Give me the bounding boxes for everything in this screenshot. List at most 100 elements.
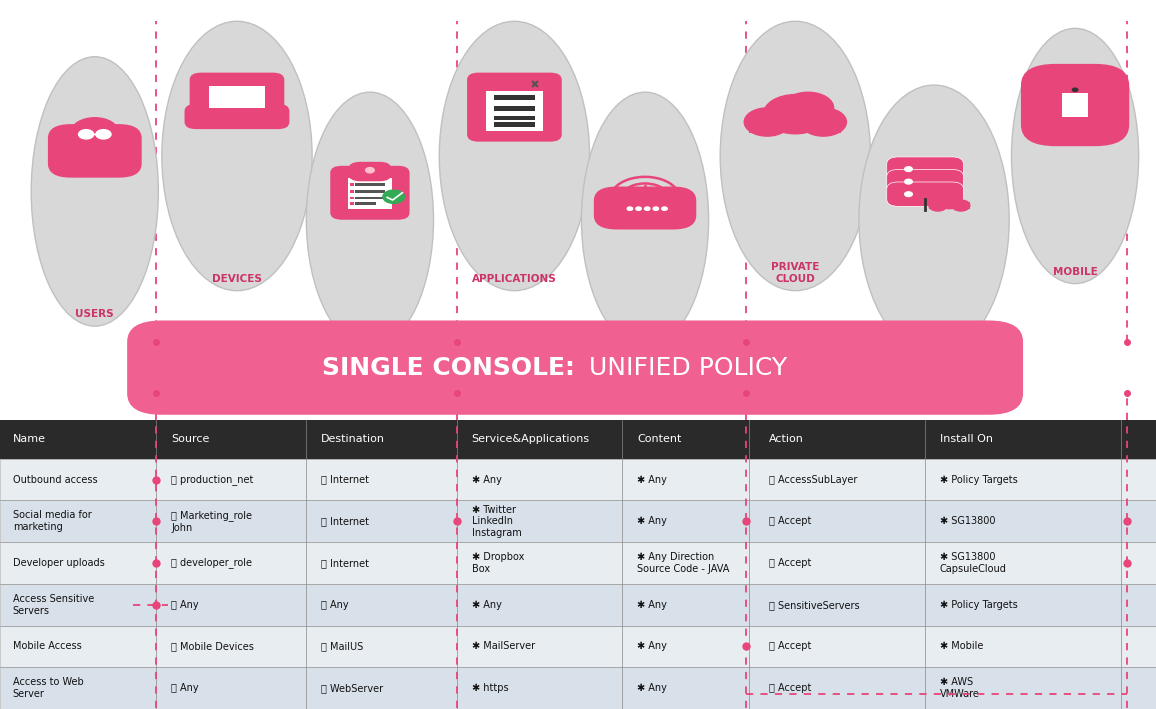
Text: Name: Name [13, 434, 46, 445]
Text: 🌐 WebServer: 🌐 WebServer [321, 683, 384, 693]
Text: ✱ AWS
VMWare: ✱ AWS VMWare [940, 677, 979, 699]
Text: ⬛ production_net: ⬛ production_net [171, 474, 253, 485]
Bar [0, 584, 1156, 625]
Ellipse shape [306, 92, 434, 347]
Circle shape [628, 207, 632, 211]
Text: CONTENT: CONTENT [342, 330, 398, 340]
Bar [0, 459, 1156, 501]
Bar [494, 106, 535, 111]
Bar [0, 542, 1156, 584]
Circle shape [905, 179, 912, 184]
Ellipse shape [859, 85, 1009, 354]
Text: ✱ Mobile: ✱ Mobile [940, 642, 984, 652]
Circle shape [653, 207, 659, 211]
Bar [0, 625, 1156, 667]
Circle shape [383, 190, 405, 203]
Text: ⬧ AccessSubLayer: ⬧ AccessSubLayer [769, 474, 857, 484]
Text: ✱ Any: ✱ Any [637, 642, 667, 652]
Circle shape [79, 130, 94, 139]
Bar [355, 196, 385, 199]
Text: ✱ Policy Targets: ✱ Policy Targets [940, 474, 1017, 484]
Text: ✱ Any Direction
Source Code - JAVA: ✱ Any Direction Source Code - JAVA [637, 552, 729, 574]
Text: ✱ Any: ✱ Any [472, 474, 502, 484]
Text: ✅ Accept: ✅ Accept [769, 516, 812, 526]
Text: UNIFIED POLICY: UNIFIED POLICY [581, 356, 787, 379]
Text: Install On: Install On [940, 434, 993, 445]
Text: ✱ Any: ✱ Any [637, 474, 667, 484]
Bar [350, 190, 354, 193]
Text: ✅ Accept: ✅ Accept [769, 683, 812, 693]
Text: SINGLE CONSOLE:: SINGLE CONSOLE: [323, 356, 576, 379]
Text: PUBLIC
CLOUD: PUBLIC CLOUD [913, 326, 955, 347]
Text: 🌐 Any: 🌐 Any [321, 600, 349, 610]
Ellipse shape [720, 21, 870, 291]
Bar [494, 122, 535, 127]
Text: ✱ https: ✱ https [472, 683, 509, 693]
Circle shape [1073, 88, 1077, 91]
Ellipse shape [439, 21, 590, 291]
Ellipse shape [31, 57, 158, 326]
Text: ⬛ developer_role: ⬛ developer_role [171, 557, 252, 569]
Bar [494, 96, 535, 100]
Bar [355, 202, 377, 205]
Text: ✅ Accept: ✅ Accept [769, 558, 812, 568]
Text: ⬛ Marketing_role
John: ⬛ Marketing_role John [171, 510, 252, 532]
Circle shape [800, 108, 846, 136]
Circle shape [636, 207, 642, 211]
Text: Action: Action [769, 434, 803, 445]
Bar [355, 190, 385, 193]
Circle shape [365, 167, 375, 173]
Circle shape [929, 200, 947, 211]
Bar [1062, 93, 1088, 117]
Ellipse shape [1012, 28, 1139, 284]
Bar [487, 91, 542, 130]
Circle shape [936, 193, 962, 208]
Bar [749, 119, 842, 133]
Bar [209, 86, 265, 108]
Circle shape [645, 207, 650, 211]
Text: ✱ Any: ✱ Any [637, 516, 667, 526]
FancyBboxPatch shape [1021, 64, 1129, 146]
FancyBboxPatch shape [594, 186, 696, 230]
Text: ✅ Accept: ✅ Accept [769, 642, 812, 652]
Text: PRIVATE
CLOUD: PRIVATE CLOUD [771, 262, 820, 284]
FancyBboxPatch shape [185, 104, 289, 129]
Text: ⬛ Any: ⬛ Any [171, 683, 199, 693]
Text: Social media for
marketing: Social media for marketing [13, 510, 91, 532]
Bar [350, 184, 354, 186]
Bar [0, 667, 1156, 709]
Bar [350, 196, 354, 199]
Text: 🌐 Internet: 🌐 Internet [321, 516, 370, 526]
Text: Developer uploads: Developer uploads [13, 558, 104, 568]
Bar [494, 116, 535, 121]
Text: 🌐 Internet: 🌐 Internet [321, 474, 370, 484]
Bar [348, 178, 392, 208]
FancyBboxPatch shape [887, 157, 963, 182]
FancyBboxPatch shape [467, 72, 562, 142]
Text: ✱ Any: ✱ Any [472, 600, 502, 610]
Text: Access Sensitive
Servers: Access Sensitive Servers [13, 594, 94, 615]
FancyBboxPatch shape [47, 124, 142, 178]
Circle shape [71, 118, 119, 147]
Text: Mobile Access: Mobile Access [13, 642, 81, 652]
Text: ✱ Policy Targets: ✱ Policy Targets [940, 600, 1017, 610]
Text: ⬛ Mobile Devices: ⬛ Mobile Devices [171, 642, 254, 652]
Circle shape [744, 108, 791, 136]
Text: Outbound access: Outbound access [13, 474, 97, 484]
Text: 🌐 MailUS: 🌐 MailUS [321, 642, 364, 652]
Circle shape [783, 92, 833, 123]
Circle shape [905, 167, 912, 172]
Bar [350, 202, 354, 205]
FancyBboxPatch shape [127, 320, 1023, 415]
Circle shape [763, 94, 828, 134]
Bar [355, 184, 385, 186]
Text: ✱ SG13800: ✱ SG13800 [940, 516, 995, 526]
Text: USERS: USERS [75, 309, 114, 319]
Circle shape [96, 130, 111, 139]
Text: Service&Applications: Service&Applications [472, 434, 590, 445]
Text: Content: Content [637, 434, 681, 445]
Circle shape [661, 207, 667, 211]
FancyBboxPatch shape [331, 166, 409, 220]
Text: ✱ Any: ✱ Any [637, 683, 667, 693]
Text: DEVICES: DEVICES [212, 274, 262, 284]
